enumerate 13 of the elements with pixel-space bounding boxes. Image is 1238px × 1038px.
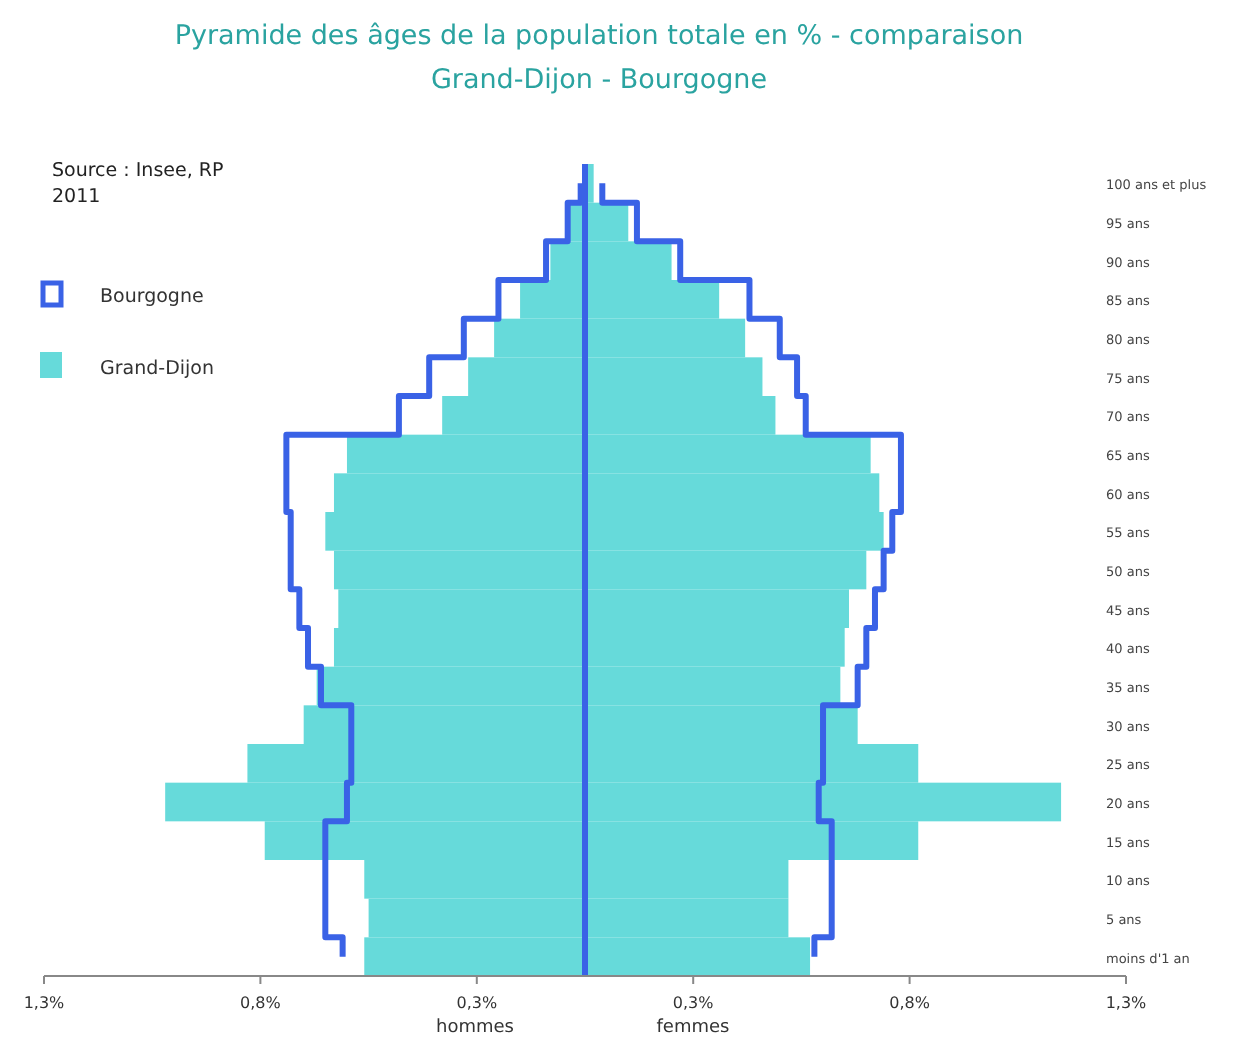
x-tick-label: 1,3%: [1105, 994, 1148, 1012]
chart-subtitle: Grand-Dijon - Bourgogne: [430, 64, 768, 96]
text: femmes: [656, 1018, 731, 1038]
legend-label: Grand-Dijon: [100, 358, 214, 380]
legend-label: Bourgogne: [100, 286, 204, 308]
x-tick-label: 0,3%: [672, 994, 715, 1012]
chart-title: Pyramide des âges de la population totale en % - comparaison: [174, 20, 1024, 52]
annotation: Source : Insee, RP 2011: [52, 160, 224, 208]
x-tick-label: 0,3%: [456, 994, 498, 1012]
x-tick-label: 1,3%: [23, 994, 66, 1012]
x-tick-label: 0,8%: [889, 994, 931, 1012]
x-tick-label: 0,8%: [240, 994, 282, 1012]
text: hommes: [436, 1018, 515, 1038]
